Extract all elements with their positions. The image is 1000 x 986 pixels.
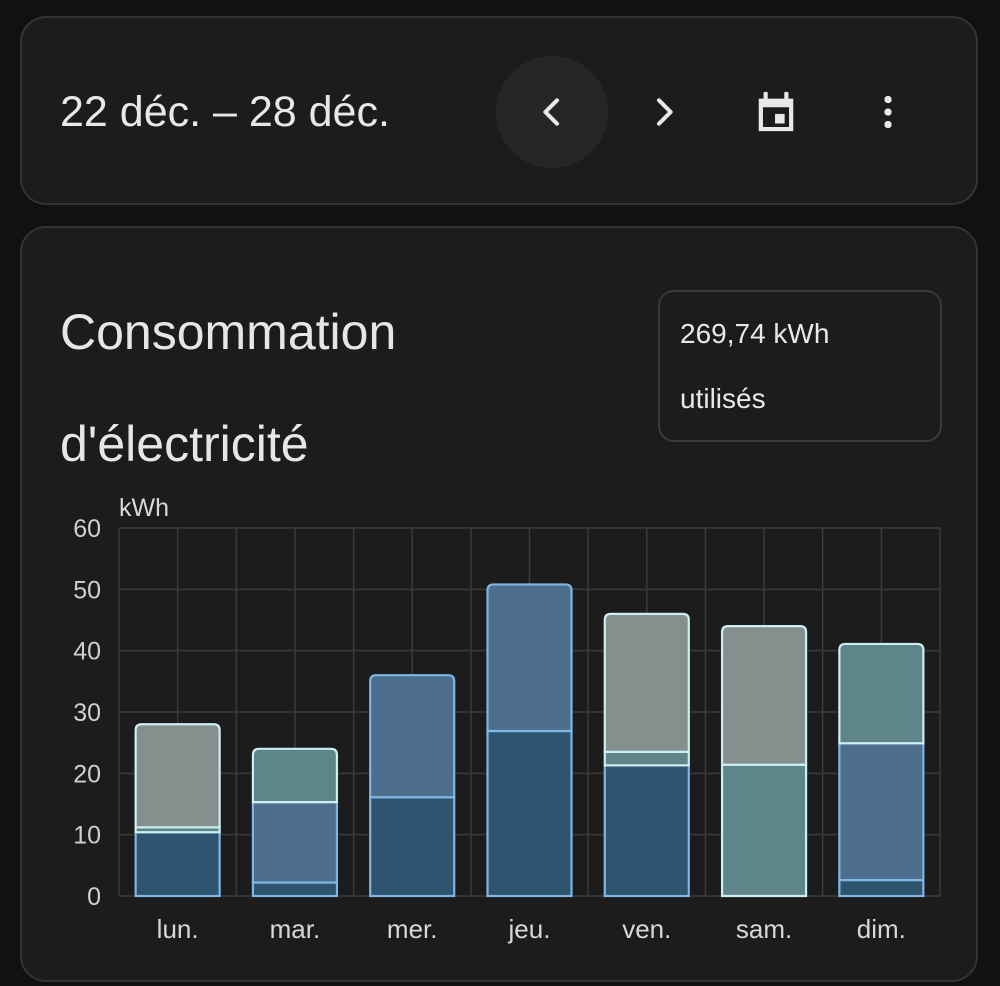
bar-segment xyxy=(251,747,339,804)
y-axis-label: kWh xyxy=(119,494,169,522)
bar-segment xyxy=(603,612,690,753)
x-tick-label: sam. xyxy=(736,914,792,944)
more-options-button[interactable] xyxy=(832,56,944,168)
x-tick-label: mar. xyxy=(270,914,321,944)
x-tick-label: jeu. xyxy=(508,914,551,944)
y-tick-label: 20 xyxy=(73,760,101,788)
y-tick-label: 40 xyxy=(73,638,101,666)
x-tick-label: dim. xyxy=(857,914,906,944)
bar-segment xyxy=(603,750,690,767)
date-range-label[interactable]: 22 déc. – 28 déc. xyxy=(60,88,390,136)
card-title: Consommation d'électricité xyxy=(60,304,397,472)
previous-period-button[interactable] xyxy=(496,56,608,168)
y-tick-label: 30 xyxy=(73,699,101,727)
chevron-right-icon xyxy=(657,98,673,126)
bar-segment xyxy=(486,729,573,898)
chevron-left-icon xyxy=(543,98,559,126)
x-tick-label: mer. xyxy=(387,914,438,944)
y-tick-label: 0 xyxy=(87,883,101,911)
electricity-consumption-card: Consommation d'électricité 269,74 kWh ut… xyxy=(20,226,978,982)
bar-segment xyxy=(369,674,456,799)
more-vertical-icon xyxy=(884,95,892,129)
bar-segment xyxy=(838,642,925,745)
y-tick-label: 50 xyxy=(73,576,101,604)
calendar-icon xyxy=(758,91,794,132)
bar-segment xyxy=(603,764,690,898)
x-tick-label: lun. xyxy=(157,914,199,944)
next-period-button[interactable] xyxy=(608,56,720,168)
bar-segment xyxy=(486,583,573,733)
calendar-button[interactable] xyxy=(720,56,832,168)
bar-segment xyxy=(720,625,808,766)
date-navigation-card: 22 déc. – 28 déc. xyxy=(20,16,978,205)
total-usage-label: utilisés xyxy=(680,383,766,414)
bar-segment xyxy=(134,723,221,829)
bar-segment xyxy=(134,831,221,898)
bar-segment xyxy=(720,763,808,898)
x-tick-label: ven. xyxy=(622,914,671,944)
y-tick-label: 60 xyxy=(73,515,101,543)
consumption-bar-chart: 0 10 20 30 40 50 60 kWh lun. mar. mer. jeu. ven. sam.… xyxy=(73,494,941,944)
y-tick-label: 10 xyxy=(73,822,101,850)
bar-segment xyxy=(838,742,925,882)
bar-segment xyxy=(251,881,339,898)
total-usage-value: 269,74 kWh xyxy=(680,318,830,349)
bar-segment xyxy=(251,801,339,884)
bar-segment xyxy=(369,796,456,898)
total-usage-box: 269,74 kWh utilisés xyxy=(658,290,942,442)
bar-segment xyxy=(838,878,925,898)
